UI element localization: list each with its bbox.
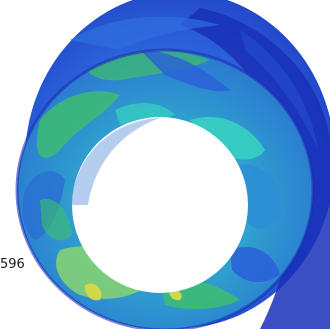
contour-patch: [140, 50, 230, 92]
contour-patch: [190, 116, 265, 160]
contour-patch: [236, 164, 285, 229]
contour-patch: [36, 91, 120, 158]
contour-patch: [230, 246, 280, 282]
contour-patch: [40, 199, 72, 241]
contour-patch: [84, 283, 102, 301]
contour-patch: [115, 103, 175, 125]
probe-value-label: 596: [0, 257, 25, 272]
inner-rim: [15, 48, 315, 329]
central-hole: [72, 117, 248, 293]
contour-patch: [169, 289, 182, 301]
